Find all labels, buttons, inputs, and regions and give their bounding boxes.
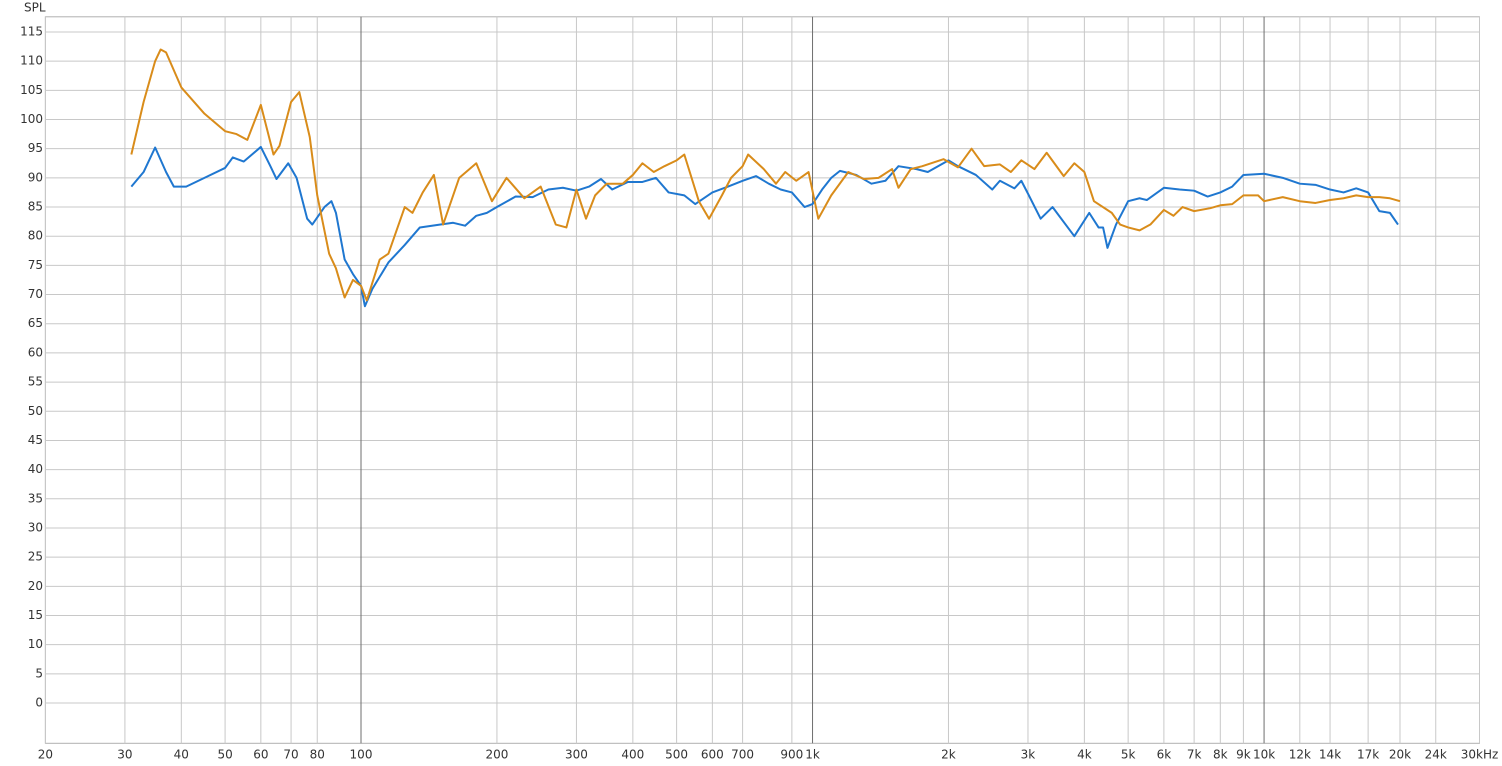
x-tick-label: 20k bbox=[1389, 748, 1411, 762]
y-tick-label: 90 bbox=[28, 170, 43, 184]
x-tick-label: 2k bbox=[941, 748, 956, 762]
x-tick-label: 24k bbox=[1425, 748, 1447, 762]
plot-area bbox=[44, 16, 1480, 744]
x-tick-label: 60 bbox=[253, 748, 268, 762]
series-line bbox=[130, 48, 1401, 302]
x-tick-label: 300 bbox=[565, 748, 588, 762]
x-tick-label: 400 bbox=[621, 748, 644, 762]
x-tick-label: 900 bbox=[780, 748, 803, 762]
y-tick-label: 30 bbox=[28, 520, 43, 534]
y-tick-label: 50 bbox=[28, 404, 43, 418]
x-tick-label: 3k bbox=[1021, 748, 1036, 762]
x-tick-label: 30kHz bbox=[1461, 748, 1499, 762]
x-tick-label: 20 bbox=[38, 748, 53, 762]
x-tick-label: 1k bbox=[805, 748, 820, 762]
x-tick-label: 30 bbox=[117, 748, 132, 762]
series-line bbox=[130, 145, 1399, 308]
y-tick-label: 0 bbox=[35, 696, 43, 710]
x-tick-label: 500 bbox=[665, 748, 688, 762]
y-tick-label: 60 bbox=[28, 345, 43, 359]
x-tick-label: 14k bbox=[1319, 748, 1341, 762]
y-tick-label: 85 bbox=[28, 200, 43, 214]
y-tick-label: 110 bbox=[20, 54, 43, 68]
y-tick-label: 25 bbox=[28, 550, 43, 564]
x-tick-label: 600 bbox=[701, 748, 724, 762]
x-tick-label: 70 bbox=[283, 748, 298, 762]
x-tick-label: 17k bbox=[1357, 748, 1379, 762]
y-tick-label: 115 bbox=[20, 24, 43, 38]
y-tick-label: 5 bbox=[35, 666, 43, 680]
y-tick-label: 75 bbox=[28, 258, 43, 272]
x-tick-label: 100 bbox=[350, 748, 373, 762]
y-tick-label: 95 bbox=[28, 141, 43, 155]
y-tick-label: 45 bbox=[28, 433, 43, 447]
y-tick-label: 80 bbox=[28, 229, 43, 243]
x-tick-label: 40 bbox=[174, 748, 189, 762]
y-tick-label: 70 bbox=[28, 287, 43, 301]
y-axis-label: SPL bbox=[24, 1, 46, 15]
y-tick-label: 15 bbox=[28, 608, 43, 622]
x-tick-label: 700 bbox=[731, 748, 754, 762]
x-tick-label: 9k bbox=[1236, 748, 1251, 762]
y-tick-label: 105 bbox=[20, 83, 43, 97]
x-tick-label: 4k bbox=[1077, 748, 1092, 762]
y-tick-label: 65 bbox=[28, 316, 43, 330]
y-tick-label: 10 bbox=[28, 637, 43, 651]
x-tick-label: 7k bbox=[1187, 748, 1202, 762]
y-tick-label: 100 bbox=[20, 112, 43, 126]
x-tick-label: 80 bbox=[310, 748, 325, 762]
y-tick-label: 35 bbox=[28, 491, 43, 505]
y-tick-label: 20 bbox=[28, 579, 43, 593]
y-tick-label: 40 bbox=[28, 462, 43, 476]
x-tick-label: 50 bbox=[217, 748, 232, 762]
x-tick-label: 12k bbox=[1289, 748, 1311, 762]
x-tick-label: 10k bbox=[1253, 748, 1275, 762]
x-tick-label: 5k bbox=[1121, 748, 1136, 762]
x-tick-label: 8k bbox=[1213, 748, 1228, 762]
x-tick-label: 6k bbox=[1157, 748, 1172, 762]
y-tick-label: 55 bbox=[28, 375, 43, 389]
x-tick-label: 200 bbox=[485, 748, 508, 762]
